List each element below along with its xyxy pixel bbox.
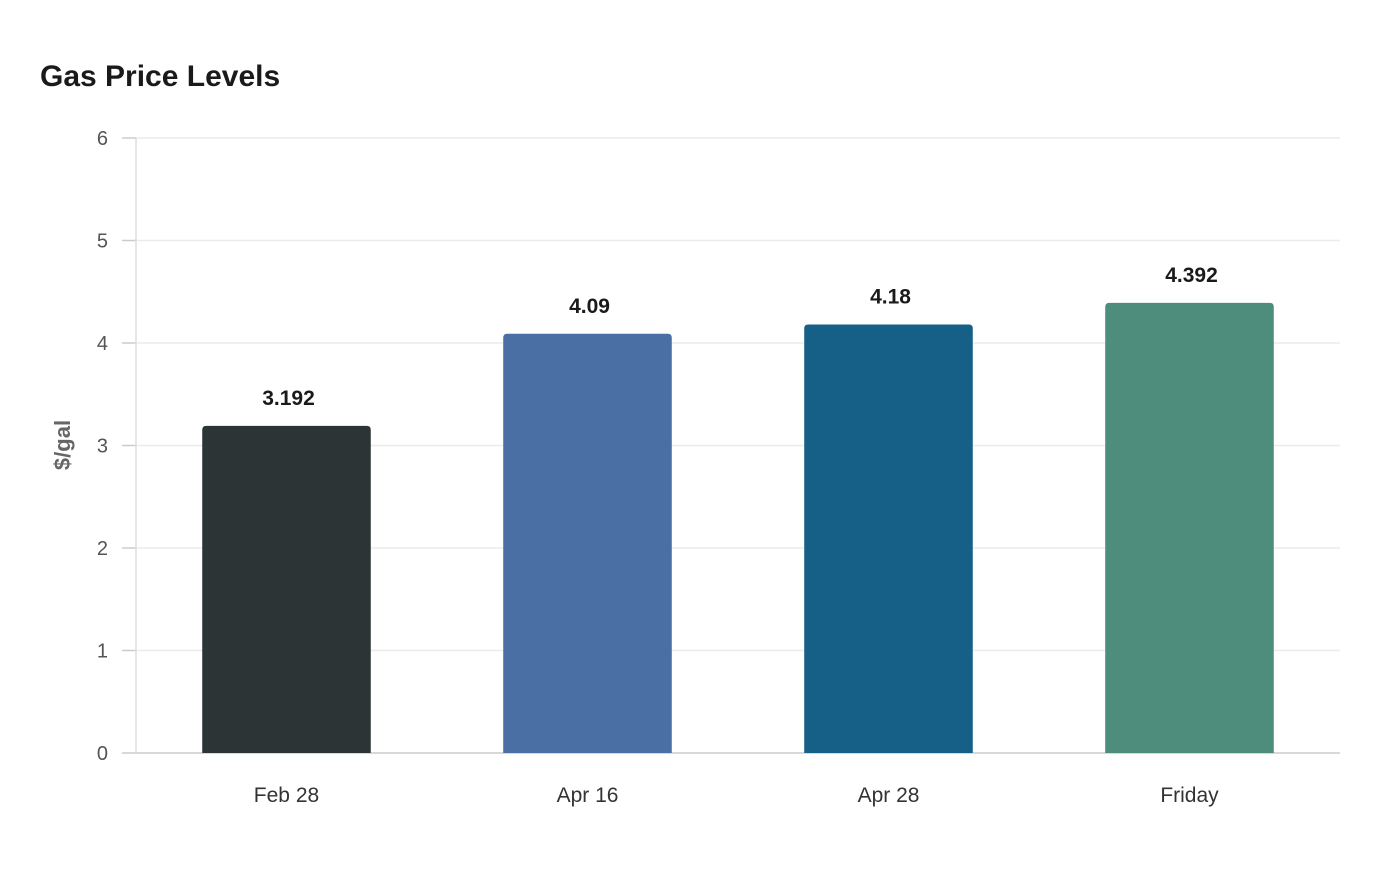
value-labels: 3.192 4.09 4.18 4.392 — [262, 264, 1218, 410]
y-axis-title: $/gal — [50, 420, 75, 470]
y-tick-label: 1 — [97, 641, 108, 663]
y-tick-label: 3 — [97, 436, 108, 458]
bar-friday — [1105, 302, 1274, 753]
bar-value-label: 3.192 — [262, 387, 315, 410]
y-tick-label: 5 — [97, 231, 108, 253]
y-tick-label: 0 — [97, 743, 108, 765]
y-tick-label: 6 — [97, 128, 108, 150]
y-tick-labels: 0 1 2 3 4 5 6 — [97, 128, 108, 765]
bar-value-label: 4.392 — [1165, 264, 1218, 287]
y-tick-label: 2 — [97, 538, 108, 560]
bar-value-label: 4.18 — [870, 286, 911, 309]
x-tick-labels: Feb 28 Apr 16 Apr 28 Friday — [254, 784, 1219, 807]
x-tick-label: Apr 16 — [557, 784, 619, 807]
x-tick-label: Friday — [1160, 784, 1219, 807]
chart-title: Gas Price Levels — [40, 60, 281, 93]
bars — [202, 302, 1274, 753]
bar-feb-28 — [202, 425, 371, 753]
y-tick-label: 4 — [97, 333, 108, 355]
bar-apr-16 — [503, 333, 672, 753]
bar-value-label: 4.09 — [569, 295, 610, 318]
bar-apr-28 — [804, 324, 973, 753]
x-tick-label: Feb 28 — [254, 784, 319, 807]
x-tick-label: Apr 28 — [858, 784, 920, 807]
